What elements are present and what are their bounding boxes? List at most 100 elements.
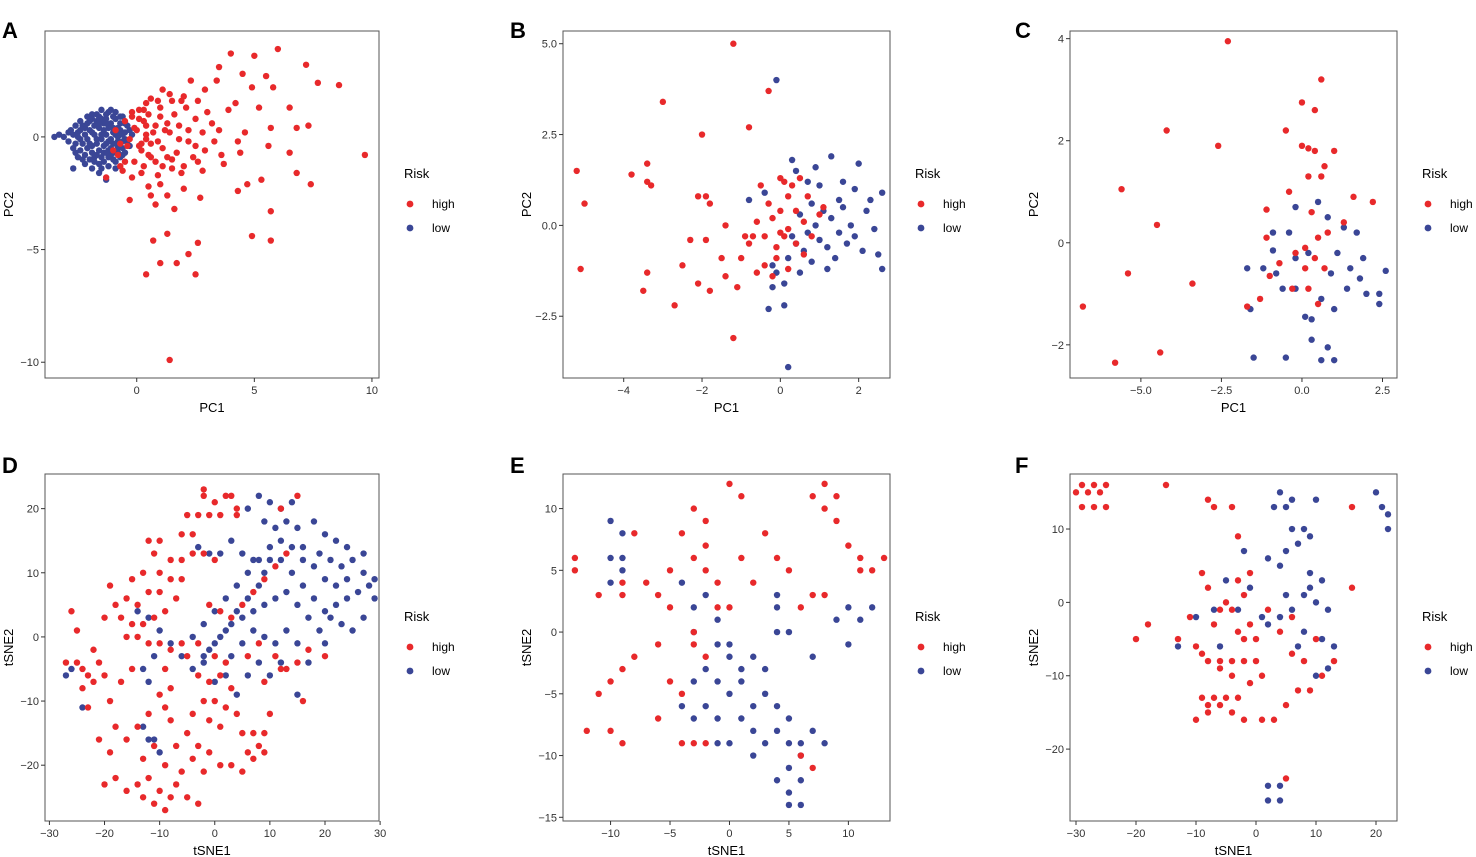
point-high xyxy=(167,646,174,653)
legend-label-high: high xyxy=(943,197,966,211)
point-high xyxy=(206,511,213,519)
point-low xyxy=(1246,584,1254,591)
point-low xyxy=(121,135,129,143)
point-low xyxy=(105,108,112,116)
point-high xyxy=(1234,577,1242,584)
legend-label-high: high xyxy=(1450,640,1473,654)
point-high xyxy=(211,138,218,145)
point-low xyxy=(277,537,285,544)
x-tick-label: 30 xyxy=(374,828,386,840)
point-high xyxy=(286,149,293,156)
point-high xyxy=(816,211,823,218)
point-low xyxy=(211,678,218,686)
point-high xyxy=(172,742,180,750)
point-low xyxy=(110,113,117,120)
point-high xyxy=(234,187,242,195)
point-high xyxy=(145,537,152,544)
point-high xyxy=(200,492,207,500)
point-high xyxy=(1111,359,1119,366)
point-low xyxy=(1250,354,1257,361)
point-high xyxy=(1264,606,1272,613)
point-low xyxy=(785,764,793,772)
point-high xyxy=(156,691,163,698)
point-high xyxy=(106,749,114,756)
point-high xyxy=(659,98,667,106)
point-low xyxy=(1282,591,1290,599)
legend-label-low: low xyxy=(943,221,961,235)
point-high xyxy=(149,237,157,244)
point-high xyxy=(244,749,252,756)
point-high xyxy=(164,192,171,199)
point-high xyxy=(1256,295,1264,303)
x-tick-label: 10 xyxy=(1310,828,1322,840)
point-high xyxy=(1263,206,1270,213)
point-high xyxy=(283,550,290,557)
point-high xyxy=(628,171,635,178)
y-tick-label: 0 xyxy=(1058,238,1064,250)
legend-title: Risk xyxy=(404,609,430,624)
point-high xyxy=(62,659,70,666)
legend-title: Risk xyxy=(915,609,941,624)
point-high xyxy=(250,755,257,762)
point-low xyxy=(835,196,843,204)
point-low xyxy=(222,672,229,679)
point-low xyxy=(310,595,318,602)
point-high xyxy=(195,640,202,647)
y-tick-label: 0 xyxy=(33,632,39,644)
point-low xyxy=(299,543,307,551)
point-low xyxy=(797,740,805,747)
point-low xyxy=(1356,275,1364,282)
point-low xyxy=(1216,643,1224,650)
point-high xyxy=(619,665,626,673)
point-low xyxy=(1312,672,1320,679)
legend-label-high: high xyxy=(943,640,966,654)
point-low xyxy=(785,715,793,722)
point-high xyxy=(197,194,204,201)
point-high xyxy=(784,225,792,233)
point-low xyxy=(607,579,614,586)
point-high xyxy=(785,567,793,574)
point-high xyxy=(678,740,686,747)
point-high xyxy=(1276,259,1283,267)
point-high xyxy=(571,567,579,574)
point-high xyxy=(1258,716,1266,723)
point-high xyxy=(1246,621,1254,628)
point-low xyxy=(607,517,614,525)
point-low xyxy=(150,652,158,660)
point-high xyxy=(267,208,275,215)
point-low xyxy=(812,164,819,171)
point-high xyxy=(134,781,141,788)
x-tick-label: 10 xyxy=(842,828,854,840)
point-low xyxy=(261,633,268,641)
y-tick-label: 4 xyxy=(1058,34,1064,46)
point-high xyxy=(1240,591,1248,599)
point-low xyxy=(1292,254,1299,262)
point-low xyxy=(619,530,626,537)
point-high xyxy=(1240,716,1248,723)
point-low xyxy=(808,200,815,207)
point-high xyxy=(156,569,163,576)
point-high xyxy=(272,652,279,660)
point-high xyxy=(187,77,195,84)
point-low xyxy=(1330,356,1338,364)
point-high xyxy=(134,601,141,609)
point-high xyxy=(164,120,171,127)
point-low xyxy=(1384,511,1392,518)
point-low xyxy=(145,678,152,686)
point-high xyxy=(157,181,164,188)
point-low xyxy=(1243,265,1251,272)
point-low xyxy=(316,550,323,557)
point-low xyxy=(1306,584,1314,591)
panel-letter: C xyxy=(1015,18,1031,43)
point-low xyxy=(206,646,213,653)
point-high xyxy=(222,704,229,711)
point-low xyxy=(244,595,252,602)
point-high xyxy=(167,556,174,564)
point-high xyxy=(647,182,655,189)
point-low xyxy=(255,659,263,666)
point-low xyxy=(79,156,86,163)
point-high xyxy=(192,115,199,123)
point-high xyxy=(250,729,257,737)
point-low xyxy=(1372,489,1380,496)
point-low xyxy=(1308,316,1315,323)
